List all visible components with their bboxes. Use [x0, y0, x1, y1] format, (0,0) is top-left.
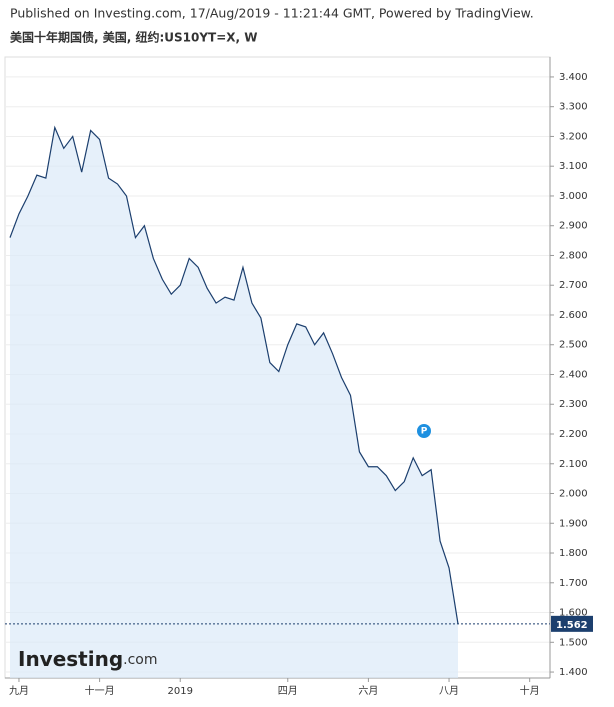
y-tick-label: 2.500 [559, 340, 588, 351]
y-tick-label: 2.700 [559, 280, 588, 291]
chart-title: 美国十年期国债, 美国, 纽约:US10YT=X, W [10, 30, 258, 45]
y-tick-label: 2.600 [559, 310, 588, 321]
y-tick-label: 2.900 [559, 221, 588, 232]
y-tick-label: 3.400 [559, 72, 588, 83]
logo-main: Investing [18, 647, 123, 671]
x-tick-label: 九月 [9, 685, 29, 697]
y-tick-label: 2.400 [559, 369, 588, 380]
price-tag-label: 1.562 [556, 620, 588, 631]
y-tick-label: 2.800 [559, 250, 588, 261]
y-tick-label: 1.900 [559, 518, 588, 529]
y-tick-label: 3.100 [559, 161, 588, 172]
y-tick-label: 3.000 [559, 191, 588, 202]
y-tick-label: 2.000 [559, 489, 588, 500]
y-tick-label: 3.300 [559, 102, 588, 113]
logo-suffix: .com [123, 652, 157, 668]
header: Published on Investing.com, 17/Aug/2019 … [10, 6, 534, 21]
x-tick-label: 四月 [278, 685, 298, 697]
annotation-label: P [421, 427, 428, 437]
x-tick-label: 十月 [520, 684, 540, 697]
y-tick-label: 2.100 [559, 459, 588, 470]
y-tick-label: 2.200 [559, 429, 588, 440]
x-tick-label: 六月 [358, 685, 378, 697]
y-tick-label: 1.600 [559, 608, 588, 619]
area [10, 127, 458, 678]
y-tick-label: 1.800 [559, 548, 588, 559]
y-tick-label: 1.700 [559, 578, 588, 589]
line [9, 125, 459, 624]
y-tick-label: 1.500 [559, 637, 588, 648]
x-tick-label: 2019 [168, 686, 193, 697]
annotation-marker [417, 424, 431, 438]
y-tick-label: 1.400 [559, 667, 588, 678]
x-tick-label: 八月 [439, 685, 459, 697]
logo: Investing.com [18, 647, 158, 671]
y-tick-label: 3.200 [559, 131, 588, 142]
y-tick-label: 2.300 [559, 399, 588, 410]
price-tag [551, 615, 593, 632]
x-tick-label: 十一月 [85, 684, 115, 697]
